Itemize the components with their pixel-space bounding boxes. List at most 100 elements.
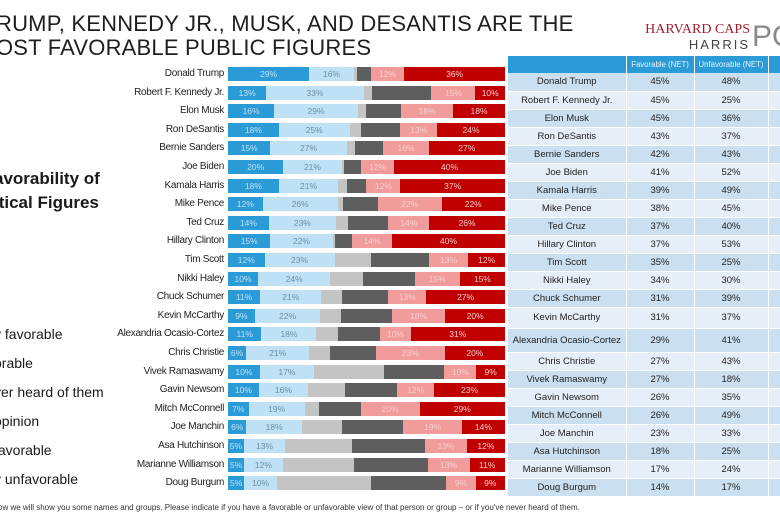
table-cell-fav: 38% [626,199,695,218]
table-cell-name: Gavin Newsom [508,388,627,407]
data-label: 27% [457,292,475,303]
bar-segment-favorable: 19% [248,401,305,416]
bar-segment-unfavorable: 12% [370,67,405,81]
table-cell-name: Mike Pence [508,199,627,218]
table-cell-cut-off [768,442,780,461]
bar-segment-favorable: 21% [278,178,339,193]
category-label: Ron DeSantis [165,123,224,135]
bar-segment-no-opinion [341,290,389,305]
bar-segment-unfavorable: 13% [427,457,470,472]
table-cell-name: Ted Cruz [508,217,627,236]
bar-segment-very-unfavorable: 18% [453,104,505,119]
table-cell-unfav: 17% [694,478,769,497]
category-label: Gavin Newsom [159,384,225,396]
category-label: Doug Burgum [165,477,225,489]
table-cell-unfav: 36% [694,109,769,128]
bar-segment-never-heard-of-them [304,401,320,416]
table-cell-unfav: 35% [694,388,769,407]
bar-segment-very-favorable: 6% [228,420,247,435]
data-label: 29% [307,106,325,117]
bar-segment-favorable: 17% [259,364,314,379]
data-label: 13% [437,441,455,451]
data-label: 10% [481,87,499,98]
table-cell-name: Nikki Haley [508,271,627,290]
bar-segment-no-opinion [355,141,384,156]
stacked-bar: 10% 17% 10% 9% [228,364,505,379]
stacked-bar: 11% 21% 13% 27% [228,290,505,305]
bar-segment-favorable: 26% [262,197,338,212]
subtitle-line-1: avorability of [0,169,100,188]
table-cell-name: Robert F. Kennedy Jr. [508,91,627,110]
bar-segment-very-unfavorable: 40% [394,160,505,174]
page-title: RUMP, KENNEDY JR., MUSK, AND DESANTIS AR… [0,12,573,60]
data-label: 18% [244,124,262,135]
data-label: 27% [458,143,476,154]
table-cell-unfav: 45% [694,199,769,218]
title-line-2: OST FAVORABLE PUBLIC FIGURES [0,35,372,60]
harvard-caps-harris-logo: HARVARD CAPS HARRIS [640,22,750,52]
stacked-bar: 18% 25% 13% 24% [228,122,505,137]
bar-segment-favorable: 10% [244,476,277,491]
table-row: Mitch McConnell 26% 49% [508,406,780,425]
bar-segment-very-favorable: 5% [228,476,245,491]
data-label: 20% [381,403,399,414]
table-cell-fav: 45% [626,109,695,128]
data-label: 27% [300,143,318,154]
data-label: 11% [235,292,253,303]
category-label: Joe Biden [182,161,224,172]
table-cell-name: Joe Manchin [508,424,627,443]
chart-row: Chris Christie 6% 21% 23% 20% [60,345,506,361]
title-line-1: RUMP, KENNEDY JR., MUSK, AND DESANTIS AR… [0,11,574,36]
data-label: 22% [279,310,297,321]
stacked-bar: 20% 21% 12% 40% [228,160,505,174]
data-label: 22% [464,199,482,210]
bar-segment-never-heard-of-them [320,308,342,323]
data-label: 9% [484,366,497,377]
table-row: Alexandria Ocasio-Cortez 29% 41% [508,328,780,353]
chart-row: Joe Biden 20% 21% 12% 40% [60,159,506,175]
data-label: 18% [265,422,283,433]
data-label: 25% [305,124,323,135]
data-label: 15% [444,87,462,98]
table-row: Asa Hutchinson 18% 25% [508,442,780,461]
bar-segment-unfavorable: 18% [391,308,446,323]
table-cell-unfav: 49% [694,406,769,425]
bar-segment-very-favorable: 29% [228,67,310,81]
chart-row: Kamala Harris 18% 21% 12% 37% [60,178,506,194]
data-label: 13% [440,459,458,470]
table-row: Donald Trump 45% 48% [508,73,780,92]
data-label: 23% [293,217,311,228]
category-label: Alexandria Ocasio-Cortez [117,328,224,340]
bar-segment-no-opinion [344,383,398,398]
bar-segment-very-unfavorable: 23% [434,383,505,398]
data-label: 16% [242,106,260,117]
data-label: 40% [439,236,457,247]
data-label: 13% [410,124,428,135]
table-cell-name: Asa Hutchinson [508,442,627,461]
table-cell-cut-off [768,145,780,164]
data-label: 29% [453,403,471,414]
category-label: Ted Cruz [186,216,224,228]
table-row: Doug Burgum 14% 17% [508,478,780,497]
chart-row: Nikki Haley 10% 24% 15% 15% [60,271,506,287]
bar-segment-never-heard-of-them [301,420,342,435]
bar-segment-very-unfavorable: 29% [419,401,505,416]
table-cell-name: Chuck Schumer [508,289,627,308]
bar-segment-very-favorable: 10% [228,271,259,286]
table-cell-cut-off [768,307,780,329]
bar-segment-very-favorable: 15% [228,234,271,249]
table-row: Mike Pence 38% 45% [508,199,780,218]
chart-row: Ted Cruz 14% 23% 14% 26% [60,215,506,231]
table-cell-name: Joe Biden [508,163,627,182]
stacked-bar: 6% 18% 19% 14% [228,420,505,435]
bar-segment-unfavorable: 10% [444,364,477,379]
bar-segment-favorable: 22% [254,308,321,323]
bar-segment-very-favorable: 11% [228,327,262,342]
chart-row: Hillary Clinton 15% 22% 14% 40% [60,233,506,249]
table-cell-cut-off [768,73,780,92]
bar-segment-no-opinion [371,476,447,491]
table-cell-fav: 31% [626,289,695,308]
bar-segment-unfavorable: 9% [446,476,476,491]
table-cell-cut-off [768,289,780,308]
bar-segment-favorable: 24% [258,271,331,286]
